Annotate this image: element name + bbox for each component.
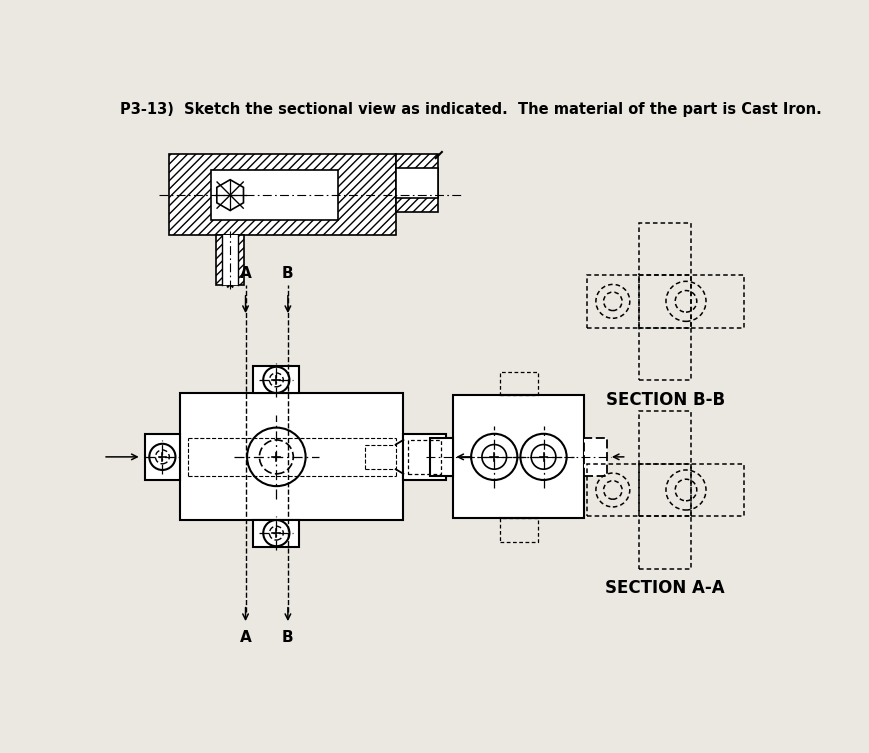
Bar [395, 168, 438, 198]
Bar [222, 235, 238, 285]
Circle shape [247, 428, 306, 486]
Bar [395, 154, 438, 212]
Circle shape [263, 520, 289, 546]
Bar [639, 464, 692, 516]
Bar [692, 275, 744, 328]
Bar [587, 275, 639, 328]
Circle shape [471, 434, 517, 480]
Bar [211, 169, 338, 220]
Circle shape [149, 444, 176, 470]
Bar [639, 411, 692, 464]
Text: A: A [240, 267, 251, 282]
Circle shape [269, 373, 283, 387]
Bar [216, 235, 244, 285]
Bar [403, 434, 446, 480]
Text: P3-13)  Sketch the sectional view as indicated.  The material of the part is Cas: P3-13) Sketch the sectional view as indi… [120, 102, 822, 117]
Bar [145, 434, 180, 480]
Bar [584, 437, 607, 476]
Bar [180, 393, 403, 520]
Bar [454, 395, 584, 519]
Bar [500, 519, 538, 541]
Text: SECTION A-A: SECTION A-A [606, 579, 725, 597]
Bar [169, 154, 395, 235]
Bar [408, 440, 441, 474]
Text: B: B [282, 630, 294, 645]
Text: A: A [240, 630, 251, 645]
Bar [639, 223, 692, 275]
Text: SECTION B-B: SECTION B-B [606, 391, 725, 409]
Bar [253, 520, 300, 547]
Bar [430, 437, 454, 476]
Bar [500, 372, 538, 395]
Circle shape [269, 526, 283, 540]
Bar [639, 275, 692, 328]
Circle shape [263, 367, 289, 393]
Circle shape [482, 444, 507, 469]
Bar [692, 464, 744, 516]
Circle shape [260, 440, 294, 474]
Circle shape [521, 434, 567, 480]
Circle shape [156, 450, 169, 464]
Bar [587, 464, 639, 516]
Circle shape [531, 444, 556, 469]
Bar [639, 516, 692, 569]
Bar [253, 366, 300, 393]
Text: B: B [282, 267, 294, 282]
Bar [639, 328, 692, 380]
